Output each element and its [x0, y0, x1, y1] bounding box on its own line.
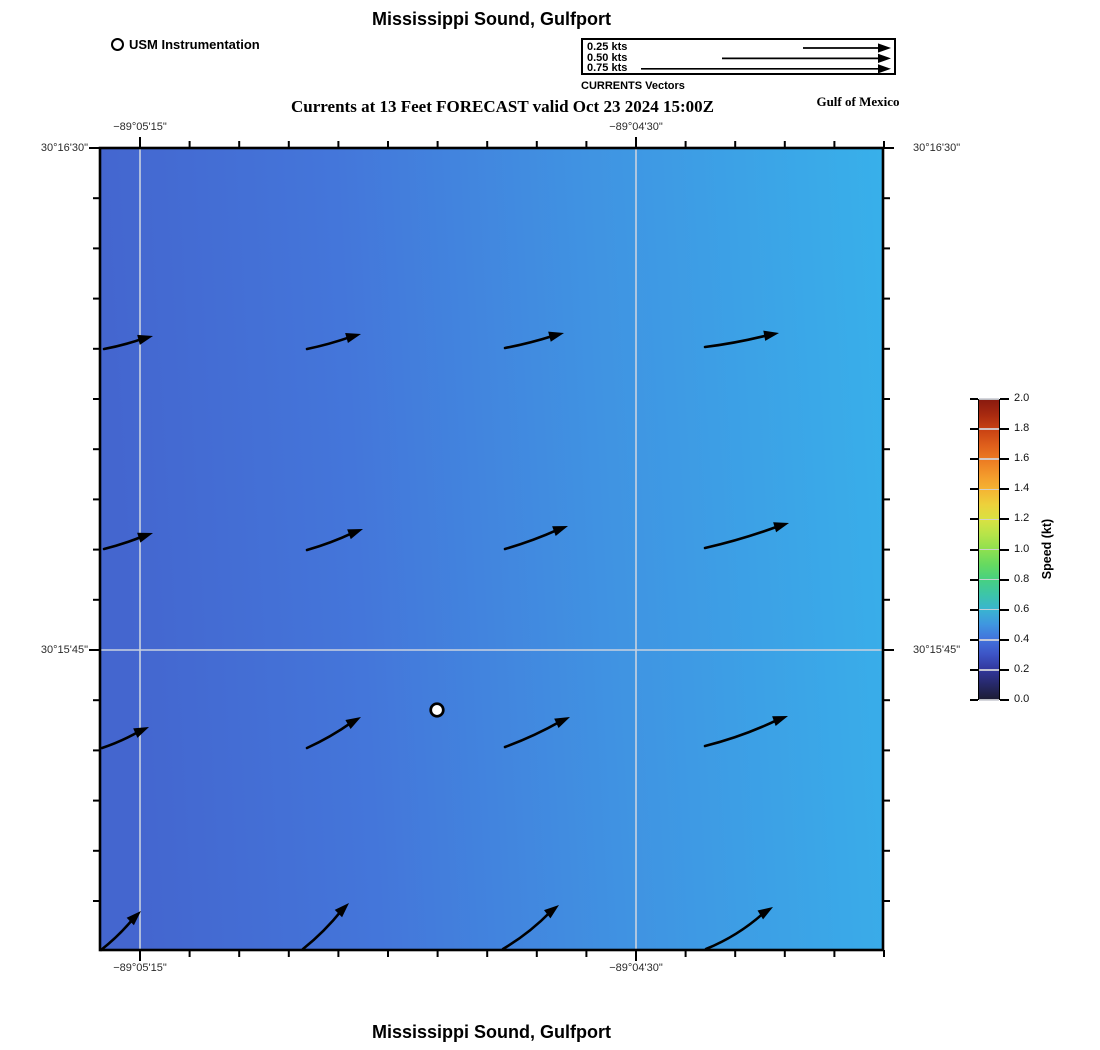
x-tick-label-top: −89°04'30" [609, 121, 663, 133]
colorbar-tick [1000, 668, 1009, 671]
current-vector [99, 911, 141, 952]
region-label: Gulf of Mexico [816, 94, 900, 109]
vector-scale-row-1: 0.25 kts [587, 41, 628, 53]
colorbar-tick-label: 1.4 [1014, 482, 1030, 495]
colorbar-tick [970, 638, 978, 641]
sea-surface [100, 148, 883, 950]
y-tick-label-left: 30°15'45" [40, 644, 88, 656]
colorbar-tick-label: 0.6 [1014, 602, 1030, 615]
page-title: Mississippi Sound, Gulfport [371, 9, 611, 29]
colorbar-gridline [979, 428, 999, 430]
current-vector [301, 903, 349, 951]
y-tick-label-right: 30°16'30" [913, 142, 961, 154]
current-vector [704, 907, 773, 951]
current-vector [305, 333, 361, 351]
colorbar-title: Speed (kt) [1040, 518, 1054, 580]
forecast-subtitle: Currents at 13 Feet FORECAST valid Oct 2… [291, 97, 714, 116]
current-vector [703, 330, 779, 349]
colorbar-tick [1000, 548, 1009, 551]
colorbar-tick [1000, 578, 1009, 581]
x-tick-label-top: −89°05'15" [113, 121, 167, 133]
colorbar-tick [970, 608, 978, 611]
y-tick-label-right: 30°15'45" [913, 644, 961, 656]
colorbar-tick [970, 458, 978, 461]
map-frame [98, 146, 885, 952]
current-vector [503, 331, 564, 350]
colorbar-tick-label: 1.6 [1014, 452, 1030, 465]
colorbar-tick [1000, 518, 1009, 521]
colorbar-gridline [979, 518, 999, 521]
colorbar-tick [970, 488, 978, 491]
vector-scale-legend-box: 0.25 kts 0.50 kts 0.75 kts [581, 38, 896, 75]
footer-title: Mississippi Sound, Gulfport [371, 1022, 611, 1042]
current-vector [305, 717, 361, 750]
current-vector [501, 905, 559, 951]
colorbar-tick-label: 1.2 [1014, 512, 1030, 525]
colorbar-tick [970, 398, 978, 400]
colorbar-tick-label: 0.2 [1014, 662, 1030, 675]
colorbar-tick-label: 1.8 [1014, 422, 1030, 435]
x-tick-label-bottom: −89°05'15" [113, 962, 167, 974]
colorbar-tick [970, 668, 978, 671]
colorbar-tick [970, 578, 978, 581]
colorbar-tick-label: 0.0 [1014, 693, 1030, 705]
colorbar-gridline [979, 548, 999, 551]
current-vector [503, 717, 570, 749]
colorbar-tick [970, 428, 978, 431]
colorbar-tick [1000, 488, 1009, 491]
colorbar-gridline [979, 398, 999, 400]
colorbar-gridline [979, 699, 999, 701]
current-vector [503, 526, 568, 551]
colorbar-gridline [979, 669, 999, 671]
colorbar-tick [970, 548, 978, 551]
vector-scale-row-3: 0.75 kts [587, 62, 628, 75]
colorbar-tick-label: 1.0 [1014, 542, 1030, 555]
station-legend: USM Instrumentation [111, 37, 260, 52]
colorbar-gridline [979, 578, 999, 581]
colorbar-tick [1000, 699, 1009, 701]
station-legend-label: USM Instrumentation [129, 37, 260, 52]
y-tick-label-left: 30°16'30" [40, 142, 88, 154]
colorbar-tick-label: 2.0 [1014, 392, 1030, 404]
colorbar-tick-label: 0.8 [1014, 572, 1030, 585]
vector-legend-caption: CURRENTS Vectors [581, 80, 685, 92]
current-vector [703, 716, 788, 748]
colorbar-tick-label: 0.4 [1014, 632, 1030, 645]
current-vector [703, 522, 789, 550]
current-vector [102, 334, 153, 351]
current-vector [100, 727, 149, 750]
colorbar-tick [970, 699, 978, 701]
colorbar-gridline [979, 488, 999, 491]
colorbar-gridline [979, 639, 999, 641]
colorbar-tick [1000, 458, 1009, 461]
colorbar-tick [1000, 608, 1009, 611]
usm-station-marker [429, 702, 445, 718]
current-vector [305, 529, 363, 552]
colorbar-tick [970, 518, 978, 521]
station-marker-icon [111, 38, 124, 51]
vector-scale-row-2: 0.50 kts [587, 51, 628, 64]
current-vector [102, 532, 153, 551]
colorbar-tick [1000, 428, 1009, 431]
colorbar-gridline [979, 458, 999, 460]
colorbar-gridline [979, 608, 999, 611]
colorbar-tick [1000, 638, 1009, 641]
x-tick-label-bottom: −89°04'30" [609, 962, 663, 974]
colorbar-tick [1000, 398, 1009, 400]
